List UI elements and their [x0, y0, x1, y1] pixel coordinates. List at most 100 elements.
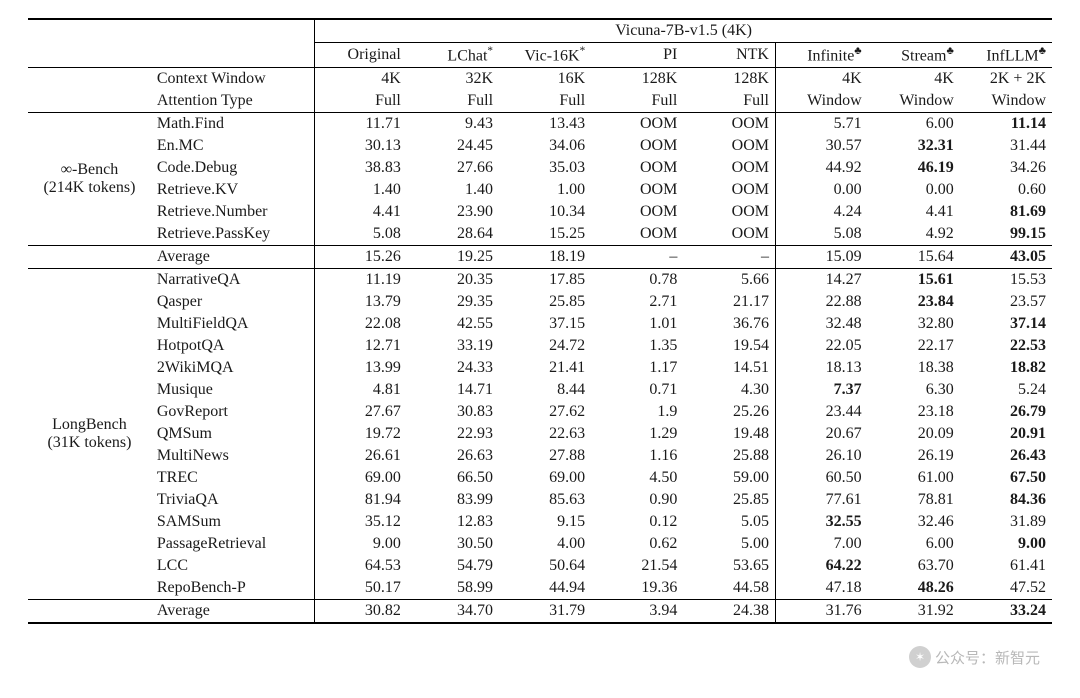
metric-value: 81.69 [960, 201, 1052, 223]
metric-value: 22.63 [499, 423, 591, 445]
metric-value: 20.35 [407, 269, 499, 292]
metric-value: 19.54 [683, 335, 775, 357]
metric-label: SAMSum [151, 511, 315, 533]
model-header: Vicuna-7B-v1.5 (4K) [315, 19, 1052, 43]
metric-value: 6.00 [868, 533, 960, 555]
metric-label: QMSum [151, 423, 315, 445]
metric-label: MultiFieldQA [151, 313, 315, 335]
metric-label: Retrieve.KV [151, 179, 315, 201]
metric-value: 23.90 [407, 201, 499, 223]
metric-value: 0.78 [591, 269, 683, 292]
metric-value: 14.71 [407, 379, 499, 401]
metric-value: 85.63 [499, 489, 591, 511]
metric-value: 22.05 [775, 335, 867, 357]
metric-value: 6.00 [868, 113, 960, 136]
metric-value: 25.88 [683, 445, 775, 467]
average-label: Average [151, 600, 315, 624]
metric-value: 0.00 [775, 179, 867, 201]
context-window-label: Context Window [151, 68, 315, 91]
metric-value: 11.19 [315, 269, 407, 292]
average-value: 33.24 [960, 600, 1052, 624]
metric-value: 13.43 [499, 113, 591, 136]
metric-value: 15.61 [868, 269, 960, 292]
metric-value: 38.83 [315, 157, 407, 179]
attention-type-value: Full [683, 90, 775, 113]
metric-value: 0.71 [591, 379, 683, 401]
metric-value: 37.15 [499, 313, 591, 335]
metric-value: 19.48 [683, 423, 775, 445]
metric-value: 42.55 [407, 313, 499, 335]
metric-value: 50.17 [315, 577, 407, 600]
metric-value: 30.57 [775, 135, 867, 157]
metric-value: 14.27 [775, 269, 867, 292]
context-window-value: 128K [591, 68, 683, 91]
results-table: Vicuna-7B-v1.5 (4K)OriginalLChat*Vic-16K… [28, 18, 1052, 624]
average-value: 24.38 [683, 600, 775, 624]
metric-value: 46.19 [868, 157, 960, 179]
metric-value: 67.50 [960, 467, 1052, 489]
metric-value: 10.34 [499, 201, 591, 223]
metric-value: 69.00 [499, 467, 591, 489]
attention-type-value: Full [315, 90, 407, 113]
metric-value: 61.41 [960, 555, 1052, 577]
metric-value: 1.9 [591, 401, 683, 423]
metric-value: 5.00 [683, 533, 775, 555]
metric-value: 13.99 [315, 357, 407, 379]
metric-label: En.MC [151, 135, 315, 157]
context-window-value: 4K [868, 68, 960, 91]
metric-label: TREC [151, 467, 315, 489]
metric-label: TriviaQA [151, 489, 315, 511]
metric-value: 54.79 [407, 555, 499, 577]
col-header: Vic-16K* [499, 43, 591, 68]
metric-label: Qasper [151, 291, 315, 313]
metric-value: 11.14 [960, 113, 1052, 136]
metric-value: 9.00 [315, 533, 407, 555]
metric-value: 20.09 [868, 423, 960, 445]
metric-value: 15.25 [499, 223, 591, 246]
metric-value: 9.43 [407, 113, 499, 136]
metric-value: OOM [591, 113, 683, 136]
metric-value: 20.91 [960, 423, 1052, 445]
metric-value: 28.64 [407, 223, 499, 246]
metric-value: 1.16 [591, 445, 683, 467]
average-value: 43.05 [960, 246, 1052, 269]
average-value: 30.82 [315, 600, 407, 624]
metric-value: 22.88 [775, 291, 867, 313]
metric-value: 32.46 [868, 511, 960, 533]
metric-value: 60.50 [775, 467, 867, 489]
metric-value: 27.67 [315, 401, 407, 423]
metric-value: 24.45 [407, 135, 499, 157]
group-label: ∞-Bench(214K tokens) [28, 113, 151, 246]
context-window-value: 4K [315, 68, 407, 91]
metric-value: 12.83 [407, 511, 499, 533]
metric-value: 21.41 [499, 357, 591, 379]
metric-value: 23.18 [868, 401, 960, 423]
metric-value: OOM [591, 179, 683, 201]
attention-type-value: Window [775, 90, 867, 113]
average-value: 31.79 [499, 600, 591, 624]
metric-value: 0.62 [591, 533, 683, 555]
metric-value: 35.03 [499, 157, 591, 179]
metric-value: OOM [683, 135, 775, 157]
metric-value: 53.65 [683, 555, 775, 577]
metric-value: 47.18 [775, 577, 867, 600]
metric-value: 22.93 [407, 423, 499, 445]
metric-value: 21.54 [591, 555, 683, 577]
metric-value: 1.01 [591, 313, 683, 335]
metric-value: 7.37 [775, 379, 867, 401]
col-header: Original [315, 43, 407, 68]
metric-value: 44.92 [775, 157, 867, 179]
metric-value: 4.30 [683, 379, 775, 401]
metric-label: PassageRetrieval [151, 533, 315, 555]
metric-value: 19.36 [591, 577, 683, 600]
metric-value: OOM [683, 201, 775, 223]
metric-value: OOM [591, 223, 683, 246]
metric-value: 30.83 [407, 401, 499, 423]
metric-value: 1.40 [407, 179, 499, 201]
metric-value: 26.19 [868, 445, 960, 467]
metric-value: 4.00 [499, 533, 591, 555]
metric-value: 2.71 [591, 291, 683, 313]
col-header: InfLLM♣ [960, 43, 1052, 68]
metric-value: 18.38 [868, 357, 960, 379]
col-header: Stream♣ [868, 43, 960, 68]
